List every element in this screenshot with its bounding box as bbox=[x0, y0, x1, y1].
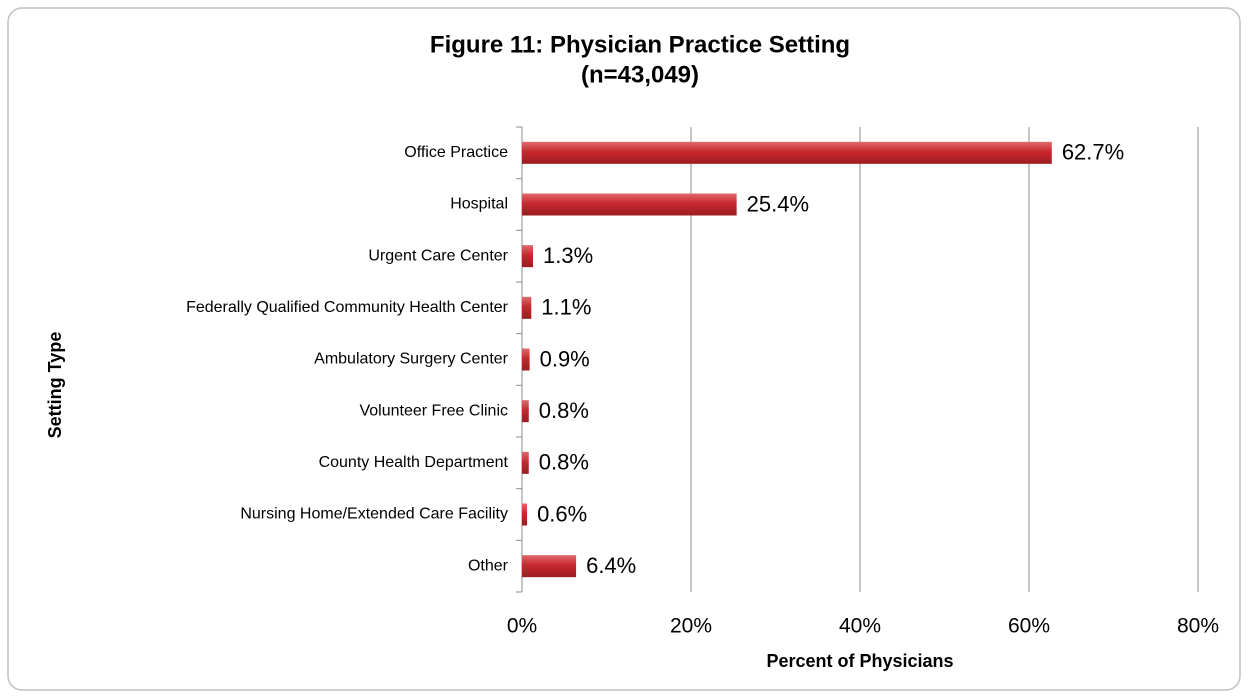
bar bbox=[522, 348, 530, 371]
x-tick-label: 80% bbox=[1177, 615, 1219, 638]
bar bbox=[522, 296, 532, 319]
y-tick-label: Nursing Home/Extended Care Facility bbox=[240, 506, 508, 523]
bar bbox=[522, 193, 737, 216]
bar bbox=[522, 503, 528, 526]
y-tick-label: Ambulatory Surgery Center bbox=[314, 351, 509, 368]
value-label: 0.9% bbox=[540, 346, 590, 371]
y-tick-label: Other bbox=[468, 557, 509, 574]
value-label: 6.4% bbox=[586, 553, 636, 578]
value-label: 1.3% bbox=[543, 243, 593, 268]
value-label: 1.1% bbox=[541, 295, 591, 320]
value-label: 0.8% bbox=[539, 398, 589, 423]
chart-title: Figure 11: Physician Practice Setting bbox=[430, 31, 850, 58]
bar bbox=[522, 400, 529, 423]
value-label: 25.4% bbox=[747, 191, 809, 216]
x-tick-label: 0% bbox=[507, 615, 537, 638]
bar bbox=[522, 555, 577, 578]
y-tick-label: Federally Qualified Community Health Cen… bbox=[186, 299, 509, 316]
y-tick-label: Volunteer Free Clinic bbox=[359, 402, 508, 419]
bar bbox=[522, 141, 1052, 164]
chart-subtitle: (n=43,049) bbox=[581, 61, 699, 88]
y-tick-label: County Health Department bbox=[319, 454, 509, 471]
x-tick-label: 20% bbox=[670, 615, 712, 638]
bar bbox=[522, 245, 533, 268]
bar bbox=[522, 451, 529, 474]
value-label: 62.7% bbox=[1062, 140, 1124, 165]
y-tick-label: Office Practice bbox=[404, 144, 508, 161]
x-tick-label: 40% bbox=[839, 615, 881, 638]
x-tick-label: 60% bbox=[1008, 615, 1050, 638]
x-axis-title: Percent of Physicians bbox=[766, 651, 953, 671]
y-tick-label: Hospital bbox=[450, 196, 508, 213]
chart-frame bbox=[7, 7, 1241, 691]
value-label: 0.6% bbox=[537, 501, 587, 526]
value-label: 0.8% bbox=[539, 450, 589, 475]
y-axis-title: Setting Type bbox=[45, 332, 65, 439]
y-tick-label: Urgent Care Center bbox=[368, 247, 508, 264]
